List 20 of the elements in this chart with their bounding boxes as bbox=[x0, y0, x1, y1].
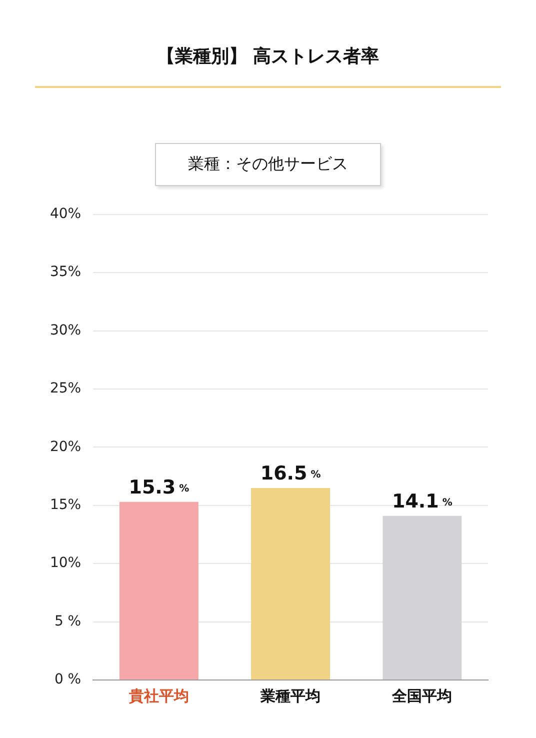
x-tick-label: 業種平均 bbox=[260, 686, 321, 705]
y-tick-label: 10% bbox=[50, 555, 82, 572]
y-tick-label: 15% bbox=[50, 497, 82, 514]
chart-title: 【業種別】 高ストレス者率 bbox=[156, 45, 380, 68]
data-label: 15.3 % bbox=[128, 476, 190, 498]
y-tick-label: 0 % bbox=[54, 672, 82, 688]
data-label: 14.1 % bbox=[392, 490, 452, 512]
data-label: 16.5 % bbox=[260, 462, 321, 484]
y-tick-label: 30% bbox=[50, 322, 82, 338]
y-tick-label: 25% bbox=[50, 380, 82, 397]
bar bbox=[119, 502, 198, 680]
bar bbox=[382, 516, 462, 680]
y-tick-label: 35% bbox=[50, 264, 82, 280]
chart-subtitle: 業種：その他サービス bbox=[155, 143, 381, 186]
bar bbox=[251, 488, 330, 680]
x-tick-label: 全国平均 bbox=[391, 686, 452, 705]
x-tick-label: 貴社平均 bbox=[128, 686, 189, 705]
y-tick-label: 5 % bbox=[54, 613, 82, 630]
y-tick-label: 40% bbox=[50, 206, 82, 222]
y-tick-label: 20% bbox=[50, 438, 82, 455]
